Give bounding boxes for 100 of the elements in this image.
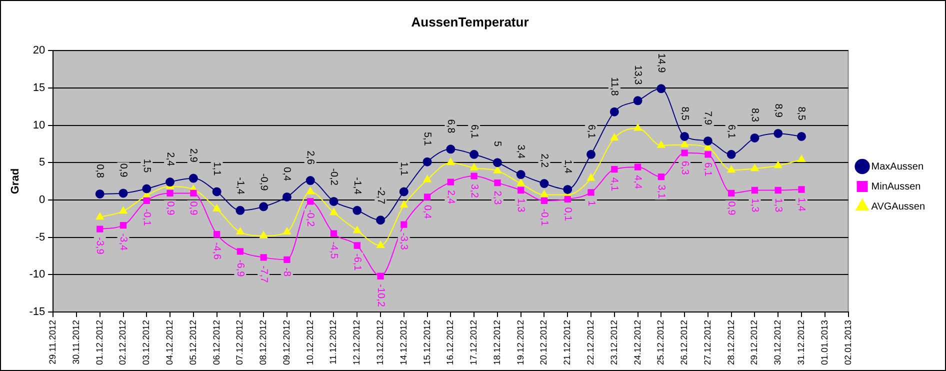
data-label: 1,5	[140, 158, 152, 174]
point	[798, 155, 806, 162]
x-tick-label: 17.12.2012	[468, 320, 479, 366]
point	[470, 150, 479, 159]
point	[634, 124, 642, 131]
point	[586, 150, 596, 159]
point	[796, 132, 806, 141]
point	[658, 173, 664, 180]
x-tick-label: 14.12.2012	[398, 320, 408, 366]
data-label: 0,9	[188, 201, 199, 216]
point	[726, 150, 736, 159]
data-label: 4,1	[608, 177, 620, 192]
data-label: 2,3	[492, 190, 503, 206]
point	[188, 174, 198, 183]
x-tick-label: 07.12.2012	[234, 320, 245, 366]
data-label: 3,4	[515, 144, 526, 159]
point	[564, 196, 571, 203]
data-label: 8,3	[748, 108, 760, 122]
point	[306, 187, 314, 194]
point	[236, 228, 244, 235]
x-tick-label: 11.12.2012	[328, 320, 338, 364]
data-label: 1,3	[772, 198, 784, 213]
data-label: 3,2	[468, 184, 480, 198]
point	[750, 133, 760, 142]
point	[376, 240, 384, 248]
x-tick-label: 03.12.2012	[141, 320, 152, 366]
point	[516, 179, 525, 186]
data-label: -0,9	[258, 173, 269, 192]
y-tick-label: 15	[32, 82, 46, 94]
point	[657, 140, 666, 148]
legend-label: MinAussen	[871, 181, 921, 192]
x-tick-label: 26.12.2012	[679, 320, 690, 366]
point	[680, 140, 689, 148]
legend-label: AVGAussen	[871, 201, 926, 212]
point	[143, 197, 150, 204]
point	[447, 178, 454, 186]
data-label: 1,3	[515, 198, 526, 213]
point	[236, 206, 245, 215]
point	[798, 186, 805, 193]
data-label: 0,9	[726, 201, 737, 216]
point	[260, 231, 268, 238]
point	[330, 208, 338, 216]
x-tick-label: 28.12.2012	[726, 320, 736, 366]
point	[95, 189, 104, 198]
data-label: 8,5	[796, 106, 807, 121]
point	[236, 248, 244, 255]
data-label: -4,5	[328, 242, 339, 260]
x-tick-label: 24.12.2012	[632, 320, 642, 366]
point	[703, 136, 712, 146]
point	[540, 179, 549, 188]
data-label: 1	[585, 200, 596, 206]
data-label: -3,9	[94, 237, 106, 255]
data-label: 8,5	[678, 106, 690, 121]
y-tick-label: -5	[35, 231, 46, 244]
point	[540, 197, 548, 204]
data-label: 2,9	[188, 148, 199, 163]
data-label: 1,3	[748, 198, 760, 213]
point	[751, 186, 758, 194]
data-label: 6,1	[702, 162, 714, 177]
x-tick-label: 01.01.2013	[819, 320, 830, 366]
data-label: 0,4	[422, 204, 433, 220]
y-tick-label: 0	[38, 194, 46, 206]
point	[750, 164, 759, 172]
x-tick-label: 16.12.2012	[445, 320, 456, 366]
x-tick-label: 04.12.2012	[164, 320, 175, 366]
point	[470, 163, 478, 170]
point	[446, 144, 456, 154]
y-tick-label: 10	[32, 119, 46, 132]
x-tick-label: 06.12.2012	[211, 320, 222, 366]
point	[212, 187, 222, 196]
y-tick-label: -10	[29, 268, 46, 281]
data-label: -0,2	[328, 168, 339, 186]
legend-label: MaxAussen	[871, 161, 924, 172]
point	[774, 161, 782, 168]
data-label: 6,8	[444, 119, 456, 134]
x-tick-label: 30.11.2012	[70, 320, 81, 364]
point	[610, 107, 619, 116]
point	[376, 216, 386, 225]
point	[282, 192, 292, 202]
y-tick-label: 20	[32, 44, 46, 57]
x-tick-label: 12.12.2012	[352, 320, 362, 366]
data-label: 3,1	[655, 184, 666, 200]
data-label: -0,2	[304, 209, 316, 228]
data-label: -1,4	[351, 177, 362, 195]
x-tick-label: 19.12.2012	[515, 320, 526, 366]
point	[399, 187, 408, 196]
point	[283, 228, 291, 235]
y-tick-label: -15	[29, 306, 46, 318]
point	[96, 226, 104, 232]
point	[96, 212, 104, 220]
point	[470, 172, 478, 180]
point	[518, 186, 524, 194]
point	[119, 206, 128, 214]
data-label: 6,1	[585, 124, 596, 139]
point	[587, 174, 595, 181]
data-label: -6,9	[234, 259, 246, 278]
point	[681, 150, 688, 156]
data-label: 1,1	[211, 162, 222, 176]
point	[330, 230, 338, 237]
data-label: 1,4	[796, 197, 807, 212]
